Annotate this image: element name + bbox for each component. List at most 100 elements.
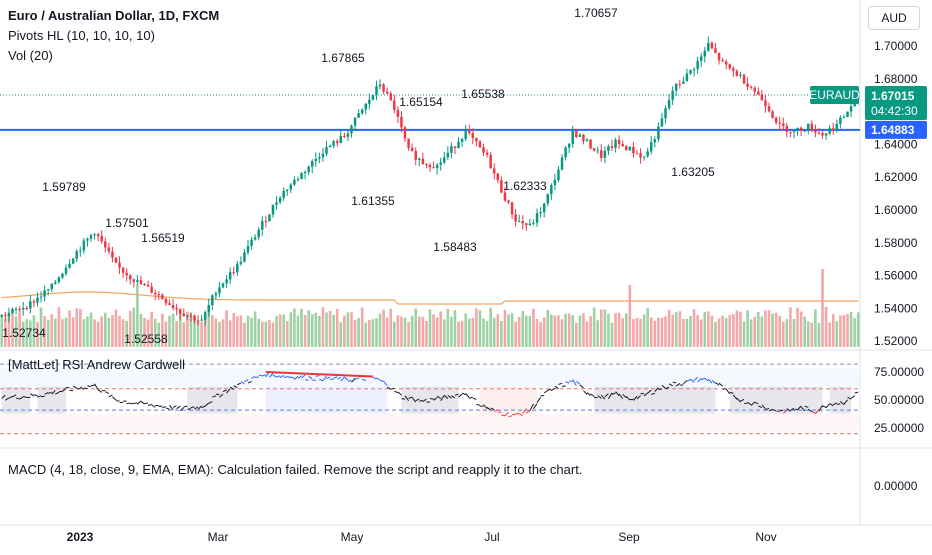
volume-bar	[525, 316, 528, 347]
rsi-line-segment	[591, 394, 595, 397]
volume-bar	[357, 318, 360, 347]
rsi-line-segment	[630, 399, 634, 400]
volume-bar	[764, 310, 767, 347]
volume-bar	[550, 314, 553, 347]
candle-body	[707, 43, 709, 51]
volume-bar	[265, 322, 268, 347]
pivot-label-low: 1.58483	[433, 240, 477, 254]
volume-bar	[250, 318, 253, 347]
candle-body	[350, 126, 352, 134]
candle-body	[625, 146, 627, 150]
candle-body	[443, 157, 445, 162]
currency-button[interactable]: AUD	[868, 6, 920, 30]
candle-body	[550, 185, 552, 194]
time-axis-label: May	[341, 530, 364, 544]
candle-body	[172, 305, 174, 308]
rsi-line-segment	[105, 392, 109, 394]
candle-body	[407, 139, 409, 148]
symbol-title[interactable]: Euro / Australian Dollar, 1D, FXCM	[8, 6, 219, 26]
candle-body	[293, 180, 295, 185]
candle-body	[268, 215, 270, 222]
candle-body	[222, 284, 224, 288]
candle-body	[750, 87, 752, 88]
candle-body	[564, 148, 566, 158]
rsi-line-segment	[473, 398, 477, 399]
volume-bar	[611, 323, 614, 347]
pivot-label-low: 1.52734	[2, 326, 46, 340]
pivot-label-high: 1.57501	[105, 216, 149, 230]
rsi-indicator-label[interactable]: [MattLet] RSI Andrew Cardwell	[8, 357, 185, 372]
price-axis-tick: 1.54000	[874, 301, 918, 315]
candle-body	[753, 88, 755, 92]
volume-bar	[557, 315, 560, 347]
candle-body	[286, 190, 288, 191]
rsi-line-segment	[430, 398, 434, 399]
candle-body	[796, 128, 798, 130]
volume-bar	[404, 318, 407, 347]
candle-body	[554, 180, 556, 185]
volume-bar	[514, 322, 517, 347]
rsi-axis-tick: 50.00000	[874, 393, 924, 407]
candle-body	[725, 62, 727, 65]
candle-body	[682, 81, 684, 84]
candle-body	[229, 272, 231, 279]
volume-bar	[668, 310, 671, 347]
candle-body	[190, 315, 192, 316]
candle-body	[557, 170, 559, 180]
candle-body	[529, 224, 531, 225]
candle-body	[36, 298, 38, 303]
volume-bar	[75, 308, 78, 347]
volume-ma-line	[2, 292, 858, 304]
candle-body	[15, 309, 17, 310]
volume-bar	[604, 309, 607, 347]
candle-body	[279, 198, 281, 202]
volume-bar	[479, 310, 482, 347]
candle-body	[439, 162, 441, 164]
candle-body	[714, 48, 716, 53]
candle-body	[575, 131, 577, 137]
volume-bar	[425, 321, 428, 347]
volume-bar	[318, 316, 321, 347]
candle-body	[4, 315, 6, 316]
volume-bar	[632, 319, 635, 347]
candle-body	[143, 284, 145, 285]
volume-bar	[607, 314, 610, 347]
volume-bar	[853, 318, 856, 347]
candle-body	[79, 250, 81, 251]
candle-body	[661, 118, 663, 126]
volume-bar	[696, 315, 699, 347]
volume-indicator-label[interactable]: Vol (20)	[8, 46, 219, 66]
rsi-line-segment	[587, 393, 591, 396]
candle-body	[818, 133, 820, 134]
candle-body	[272, 205, 274, 215]
volume-bar	[418, 317, 421, 347]
volume-bar	[504, 310, 507, 347]
candle-body	[579, 135, 581, 137]
volume-bar	[511, 313, 514, 347]
candle-body	[40, 297, 42, 298]
candle-body	[315, 159, 317, 161]
pivots-indicator-label[interactable]: Pivots HL (10, 10, 10, 10)	[8, 26, 219, 46]
volume-bar	[100, 316, 103, 347]
volume-bar	[718, 318, 721, 347]
volume-bar	[261, 322, 264, 347]
candle-body	[711, 43, 713, 48]
candle-body	[307, 167, 309, 172]
rsi-line-segment	[112, 397, 116, 400]
candle-body	[332, 141, 334, 146]
volume-bar	[200, 322, 203, 347]
candle-body	[696, 61, 698, 69]
candle-body	[582, 135, 584, 141]
candle-body	[839, 118, 841, 124]
volume-bar	[593, 308, 596, 347]
rsi-line-segment	[162, 407, 166, 408]
volume-bar	[86, 317, 89, 347]
candle-body	[429, 165, 431, 167]
candle-body	[532, 223, 534, 224]
candle-body	[386, 92, 388, 94]
volume-bar	[354, 320, 357, 347]
candle-body	[850, 106, 852, 111]
volume-bar	[497, 314, 500, 347]
volume-bar	[83, 319, 86, 347]
volume-bar	[529, 316, 532, 347]
